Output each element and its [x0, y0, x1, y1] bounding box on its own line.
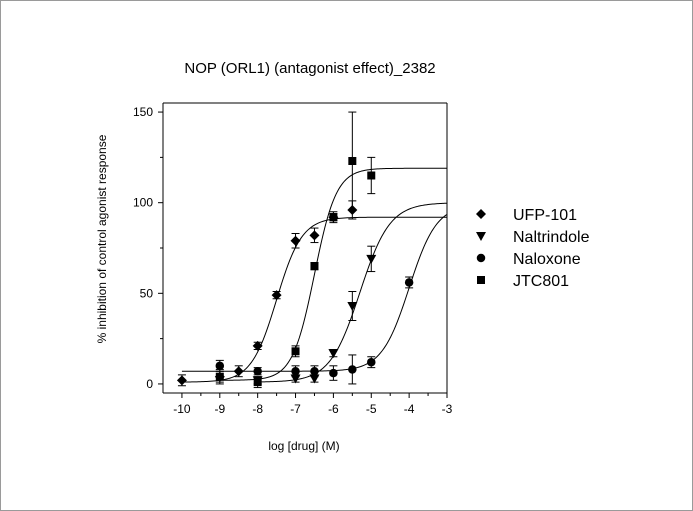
legend-marker: [476, 253, 486, 263]
data-point: [348, 365, 357, 374]
plot-area: -10 -9 -8 -7 -6 -5 -4 -3 0 50 100 150: [133, 102, 453, 416]
data-point: [310, 262, 319, 271]
data-point: [348, 157, 357, 165]
data-point: [329, 213, 338, 222]
data-point: [253, 378, 262, 387]
y-tick-label: 50: [140, 286, 154, 300]
fit-curve-0: [181, 216, 447, 383]
x-tick-label: -7: [290, 402, 301, 416]
legend-label: Naltrindole: [513, 229, 590, 246]
data-point: [252, 340, 263, 351]
data-point: [310, 367, 319, 376]
x-tick-label: -3: [442, 402, 453, 416]
x-tick-label: -5: [366, 402, 377, 416]
legend: UFP-101 Naltrindole Naloxone JTC801: [476, 207, 590, 290]
fit-curve-3: [219, 167, 447, 381]
legend-label: Naloxone: [513, 251, 581, 268]
x-tick-label: -8: [252, 402, 263, 416]
legend-label: UFP-101: [513, 207, 577, 224]
chart-title: NOP (ORL1) (antagonist effect)_2382: [184, 60, 435, 77]
data-point: [215, 372, 224, 381]
data-point: [309, 230, 320, 241]
data-point: [367, 357, 376, 367]
data-point: [176, 375, 187, 386]
data-point: [290, 235, 301, 246]
legend-marker: [477, 276, 485, 284]
x-tick-label: -6: [328, 402, 339, 416]
data-point: [215, 361, 225, 371]
x-axis-label: log [drug] (M): [268, 439, 339, 453]
y-tick-label: 0: [146, 377, 153, 391]
legend-marker: [476, 209, 486, 219]
data-point: [328, 349, 339, 359]
x-tick-label: -10: [173, 402, 191, 416]
y-tick-label: 100: [133, 196, 153, 210]
data-point: [291, 347, 300, 356]
data-point: [271, 290, 282, 301]
data-point: [366, 254, 377, 264]
data-point: [329, 368, 338, 378]
legend-label: JTC801: [513, 273, 569, 290]
y-axis-label: % inhibition of control agonist response: [95, 134, 109, 343]
x-tick-label: -4: [404, 402, 415, 416]
data-point: [404, 278, 414, 287]
data-point: [291, 367, 300, 376]
data-point: [253, 367, 262, 376]
y-tick-label: 150: [133, 105, 153, 119]
legend-marker: [476, 232, 486, 241]
data-point: [347, 302, 358, 311]
data-point: [367, 171, 376, 180]
x-tick-label: -9: [214, 402, 225, 416]
